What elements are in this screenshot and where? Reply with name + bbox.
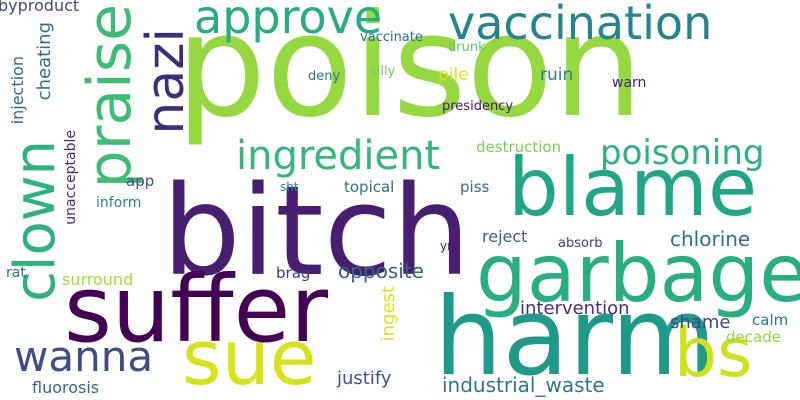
word-harm: harm	[434, 275, 717, 400]
word-intervention: intervention	[520, 298, 630, 319]
word-industrial-waste: industrial_waste	[442, 373, 605, 397]
word-shame: shame	[670, 312, 731, 333]
word-fluorosis: fluorosis	[32, 378, 100, 397]
word-reject: reject	[482, 227, 528, 246]
word-nazi: nazi	[136, 28, 196, 135]
word-suffer: suffer	[64, 256, 329, 363]
word-inform: inform	[96, 195, 142, 211]
word-warn: warn	[612, 75, 647, 91]
word-vaccinate: vaccinate	[360, 30, 423, 45]
word-bitch: bitch	[162, 160, 471, 304]
word-pile: pile	[438, 65, 469, 85]
word-silly: silly	[370, 64, 396, 79]
word-chlorine: chlorine	[670, 227, 751, 251]
word-rat: rat	[6, 265, 26, 281]
word-topical: topical	[344, 178, 395, 196]
word-drunk: drunk	[448, 40, 486, 55]
word-calm: calm	[752, 311, 789, 329]
word-app: app	[126, 172, 155, 190]
word-sht: sht	[280, 180, 299, 194]
word-poisoning: poisoning	[600, 133, 765, 173]
word-garbage: garbage	[476, 227, 800, 320]
word-blame: blame	[508, 141, 758, 234]
word-presidency: presidency	[442, 99, 514, 114]
word-yr: yr	[440, 239, 453, 253]
word-decade: decade	[726, 328, 781, 346]
word-surround: surround	[62, 270, 134, 289]
word-destruction: destruction	[476, 138, 562, 156]
word-wanna: wanna	[14, 332, 154, 381]
word-ruin: ruin	[540, 65, 574, 85]
word-vaccination: vaccination	[448, 0, 713, 50]
word-praise: praise	[75, 4, 145, 189]
word-sue: sue	[182, 313, 317, 400]
word-poison: poison	[176, 0, 644, 149]
word-unacceptable: unacceptable	[63, 130, 79, 225]
word-approve: approve	[194, 0, 383, 44]
word-injection: injection	[8, 56, 27, 125]
word-deny: deny	[308, 69, 341, 84]
word-bs: bs	[674, 314, 753, 393]
word-justify: justify	[337, 368, 392, 389]
word-brag: brag	[276, 264, 311, 282]
word-ingredient: ingredient	[236, 133, 441, 179]
word-opposite: opposite	[338, 259, 424, 283]
word-cheating: cheating	[34, 22, 55, 101]
word-absorb: absorb	[558, 236, 603, 251]
word-byproduct: byproduct	[0, 0, 80, 15]
word-piss: piss	[460, 178, 490, 196]
word-ingest: ingest	[378, 286, 399, 342]
